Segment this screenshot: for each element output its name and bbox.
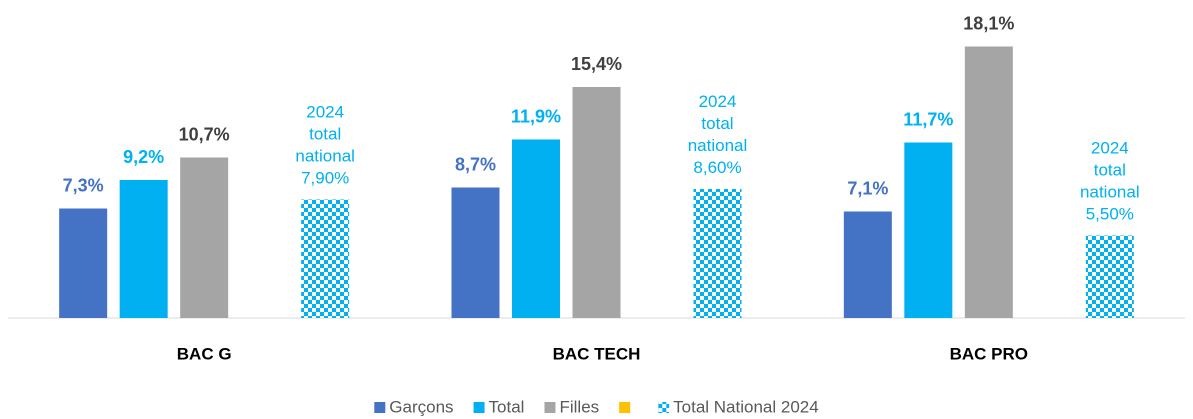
bar	[843, 211, 892, 318]
bar	[512, 139, 560, 318]
bar	[180, 157, 229, 318]
legend-label: Total National 2024	[673, 397, 819, 416]
data-label-line: national	[295, 147, 355, 166]
data-label: 18,1%	[963, 13, 1014, 33]
bar	[904, 142, 953, 318]
data-label-line: national	[1080, 183, 1140, 202]
data-label: 9,2%	[123, 147, 164, 167]
data-label: 2024 total national 5,50%	[1080, 139, 1140, 224]
data-label: 11,9%	[511, 106, 561, 126]
bar	[301, 199, 350, 318]
bar	[964, 46, 1013, 318]
legend-swatch	[374, 402, 386, 413]
data-label: 7,3%	[63, 175, 104, 195]
data-label: 8,7%	[455, 154, 496, 174]
legend: Garçons Total Filles Total National 2024	[374, 397, 819, 416]
data-label: 10,7%	[179, 124, 230, 144]
legend-label: Filles	[559, 397, 599, 416]
bar	[572, 87, 621, 318]
data-label-line: 2024	[699, 92, 737, 111]
data-label: 2024 total national 8,60%	[688, 92, 748, 177]
data-label: 7,1%	[847, 178, 888, 198]
legend-swatch	[473, 402, 485, 413]
data-label-line: 8,60%	[693, 158, 741, 177]
bar	[693, 189, 742, 318]
data-label: 11,7%	[903, 109, 953, 129]
x-tick-label: BAC PRO	[950, 344, 1028, 363]
data-label-line: 7,90%	[301, 169, 349, 188]
legend-swatch	[619, 402, 631, 413]
bar	[451, 187, 500, 318]
data-label-line: 2024	[1091, 139, 1129, 158]
x-tick-label: BAC TECH	[553, 344, 641, 363]
data-label-line: total	[701, 114, 733, 133]
x-tick-label: BAC G	[177, 344, 232, 363]
bar	[119, 180, 168, 318]
data-label-line: 5,50%	[1086, 205, 1134, 224]
bar	[59, 208, 108, 318]
data-label: 2024 total national 7,90%	[295, 103, 355, 188]
data-label: 15,4%	[571, 54, 622, 74]
bar	[1085, 235, 1134, 318]
legend-label: Garçons	[389, 397, 453, 416]
data-label-line: total	[309, 125, 341, 144]
data-label-line: total	[1094, 161, 1126, 180]
legend-label: Total	[489, 397, 525, 416]
data-label-line: national	[688, 136, 748, 155]
legend-swatch	[658, 402, 670, 413]
data-label-line: 2024	[306, 103, 344, 122]
legend-swatch	[544, 402, 556, 413]
